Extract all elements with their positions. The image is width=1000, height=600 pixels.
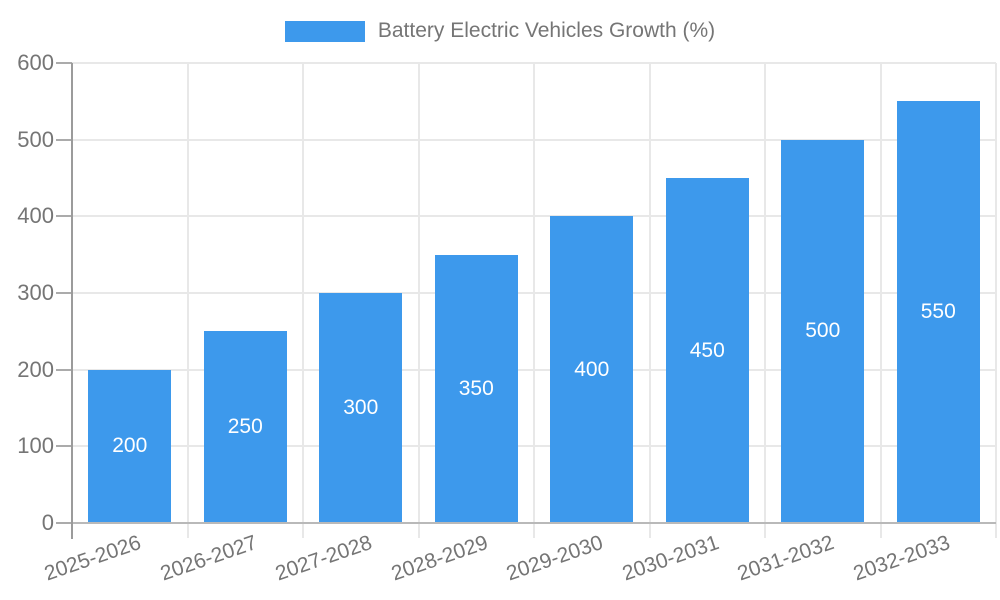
y-axis-tick-600 xyxy=(56,62,72,64)
y-tick-label-400: 400 xyxy=(17,203,54,229)
x-tick-label-2025-2026: 2025-2026 xyxy=(41,531,145,586)
x-tick-label-2029-2030: 2029-2030 xyxy=(503,531,607,586)
gridline-x-3 xyxy=(417,63,420,538)
bar-2032-2033[interactable]: 550 xyxy=(896,101,980,523)
y-axis-line xyxy=(71,63,73,539)
bar-2029-2030[interactable]: 400 xyxy=(550,216,634,523)
bar-2030-2031[interactable]: 450 xyxy=(665,178,749,523)
bar-value-label-2029-2030: 400 xyxy=(574,357,610,381)
bar-value-label-2032-2033: 550 xyxy=(920,300,956,324)
x-tick-label-2026-2027: 2026-2027 xyxy=(157,531,260,586)
y-tick-label-600: 600 xyxy=(17,50,54,75)
bar-2025-2026[interactable]: 200 xyxy=(88,369,172,523)
x-tick-label-2032-2033: 2032-2033 xyxy=(850,531,953,586)
y-tick-label-100: 100 xyxy=(17,433,54,459)
y-axis-tick-300 xyxy=(56,292,72,294)
bar-value-label-2026-2027: 250 xyxy=(227,415,263,439)
bar-2027-2028[interactable]: 300 xyxy=(319,293,403,523)
x-tick-label-2031-2032: 2031-2032 xyxy=(734,531,838,586)
bar-value-label-2025-2026: 200 xyxy=(112,434,148,458)
bar-2028-2029[interactable]: 350 xyxy=(434,254,518,523)
y-tick-label-300: 300 xyxy=(17,280,54,305)
bar-value-label-2028-2029: 350 xyxy=(458,376,494,400)
gridline-x-7 xyxy=(879,63,882,538)
gridline-x-8 xyxy=(995,63,997,538)
y-tick-label-500: 500 xyxy=(17,126,54,152)
plot-area: 200 2025-2026 250 2026-2027 300 2027-2028 350 2… xyxy=(42,62,997,585)
y-axis-tick-200 xyxy=(56,368,72,371)
gridline-x-1 xyxy=(186,63,189,538)
x-tick-label-2030-2031: 2030-2031 xyxy=(619,531,722,586)
bar-value-label-2031-2032: 500 xyxy=(805,319,841,343)
x-axis-line xyxy=(72,522,996,524)
gridline-x-2 xyxy=(302,63,304,538)
y-axis-tick-0 xyxy=(56,522,72,524)
bar-value-label-2030-2031: 450 xyxy=(689,338,725,362)
y-tick-label-0: 0 xyxy=(41,510,54,535)
legend[interactable]: Battery Electric Vehicles Growth (%) xyxy=(0,19,1000,43)
gridline-x-4 xyxy=(533,63,535,538)
gridline-x-5 xyxy=(648,63,651,538)
gridline-x-6 xyxy=(764,63,766,538)
y-tick-label-200: 200 xyxy=(17,356,54,382)
y-axis-tick-400 xyxy=(56,215,72,218)
y-axis-tick-100 xyxy=(56,445,72,448)
bar-value-label-2027-2028: 300 xyxy=(343,396,379,419)
x-tick-label-2028-2029: 2028-2029 xyxy=(388,531,491,586)
bar-2031-2032[interactable]: 500 xyxy=(781,139,865,523)
legend-swatch xyxy=(284,20,365,42)
x-tick-label-2027-2028: 2027-2028 xyxy=(272,531,376,586)
legend-label: Battery Electric Vehicles Growth (%) xyxy=(377,19,716,42)
bar-2026-2027[interactable]: 250 xyxy=(203,331,287,523)
y-axis-tick-500 xyxy=(56,138,72,141)
